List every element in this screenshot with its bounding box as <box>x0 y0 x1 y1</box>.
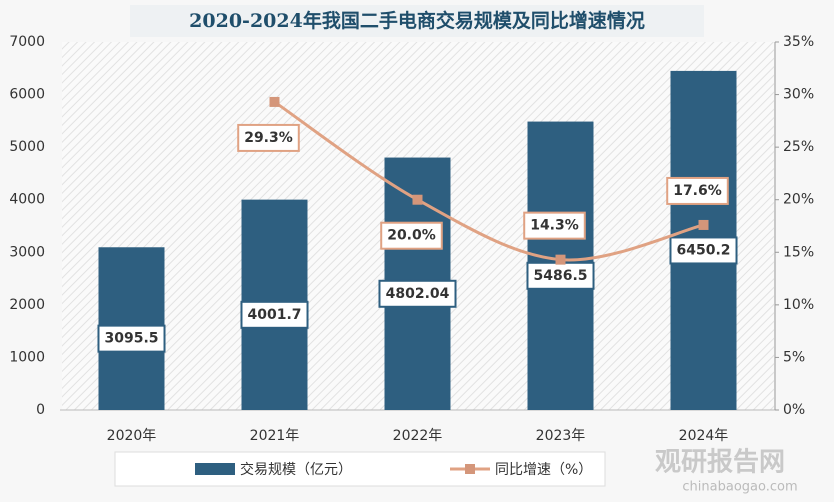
line-value-label-box <box>237 123 300 152</box>
y-tick-label: 3000 <box>9 244 45 260</box>
y2-tick-label: 35% <box>783 34 814 50</box>
y-tick-label: 2000 <box>9 297 45 313</box>
y2-tick-label: 30% <box>783 87 814 103</box>
y2-tick-label: 10% <box>783 297 814 313</box>
line-value-label: 17.6% <box>673 183 722 199</box>
line-marker <box>555 254 566 265</box>
bar-value-label-box <box>97 324 166 353</box>
y2-tick-label: 15% <box>783 244 814 260</box>
bar-value-label: 4802.04 <box>386 286 450 302</box>
y2-tick-label: 25% <box>783 139 814 155</box>
x-tick-label: 2021年 <box>250 428 300 444</box>
line <box>273 100 704 262</box>
x-tick-label: 2022年 <box>393 428 443 444</box>
line-value-label-box <box>380 221 443 250</box>
legend-label: 同比增速（%） <box>495 462 592 478</box>
line-value-label: 14.3% <box>530 218 579 234</box>
bar-value-label-box <box>669 236 738 265</box>
legend-swatch <box>195 463 235 475</box>
chart-title: 2020-2024年我国二手电商交易规模及同比增速情况 <box>189 9 645 32</box>
y-tick-label: 6000 <box>9 87 45 103</box>
x-tick-label: 2020年 <box>107 428 157 444</box>
y2-tick-label: 5% <box>783 349 805 365</box>
y-tick-label: 5000 <box>9 139 45 155</box>
line-value-label-box <box>523 211 586 240</box>
title-bg <box>130 5 704 37</box>
y2-tick-label: 20% <box>783 192 814 208</box>
line-marker <box>269 96 280 107</box>
y-tick-label: 7000 <box>9 34 45 50</box>
y-tick-label: 1000 <box>9 349 45 365</box>
bar-value-label: 4001.7 <box>247 307 301 323</box>
line-value-label: 20.0% <box>387 228 436 244</box>
y2-tick-label: 0% <box>783 402 805 418</box>
bar-value-label: 3095.5 <box>104 331 158 347</box>
watermark-name: 观研报告网 <box>655 447 785 478</box>
line-marker <box>412 194 423 205</box>
line-marker <box>698 219 709 230</box>
legend-marker <box>465 464 475 474</box>
x-tick-label: 2024年 <box>679 428 729 444</box>
watermark-url: chinabaogao.com <box>682 480 797 495</box>
bar-value-label: 6450.2 <box>676 242 730 258</box>
line-value-label: 29.3% <box>244 130 293 146</box>
bar-value-label-box <box>240 300 309 329</box>
y-tick-label: 0 <box>36 402 45 418</box>
x-tick-label: 2023年 <box>536 428 586 444</box>
y-tick-label: 4000 <box>9 192 45 208</box>
line-value-label-box <box>666 176 729 205</box>
bar-value-label: 5486.5 <box>533 268 587 284</box>
legend-label: 交易规模（亿元） <box>240 461 352 478</box>
bar-value-label-box <box>378 279 457 308</box>
